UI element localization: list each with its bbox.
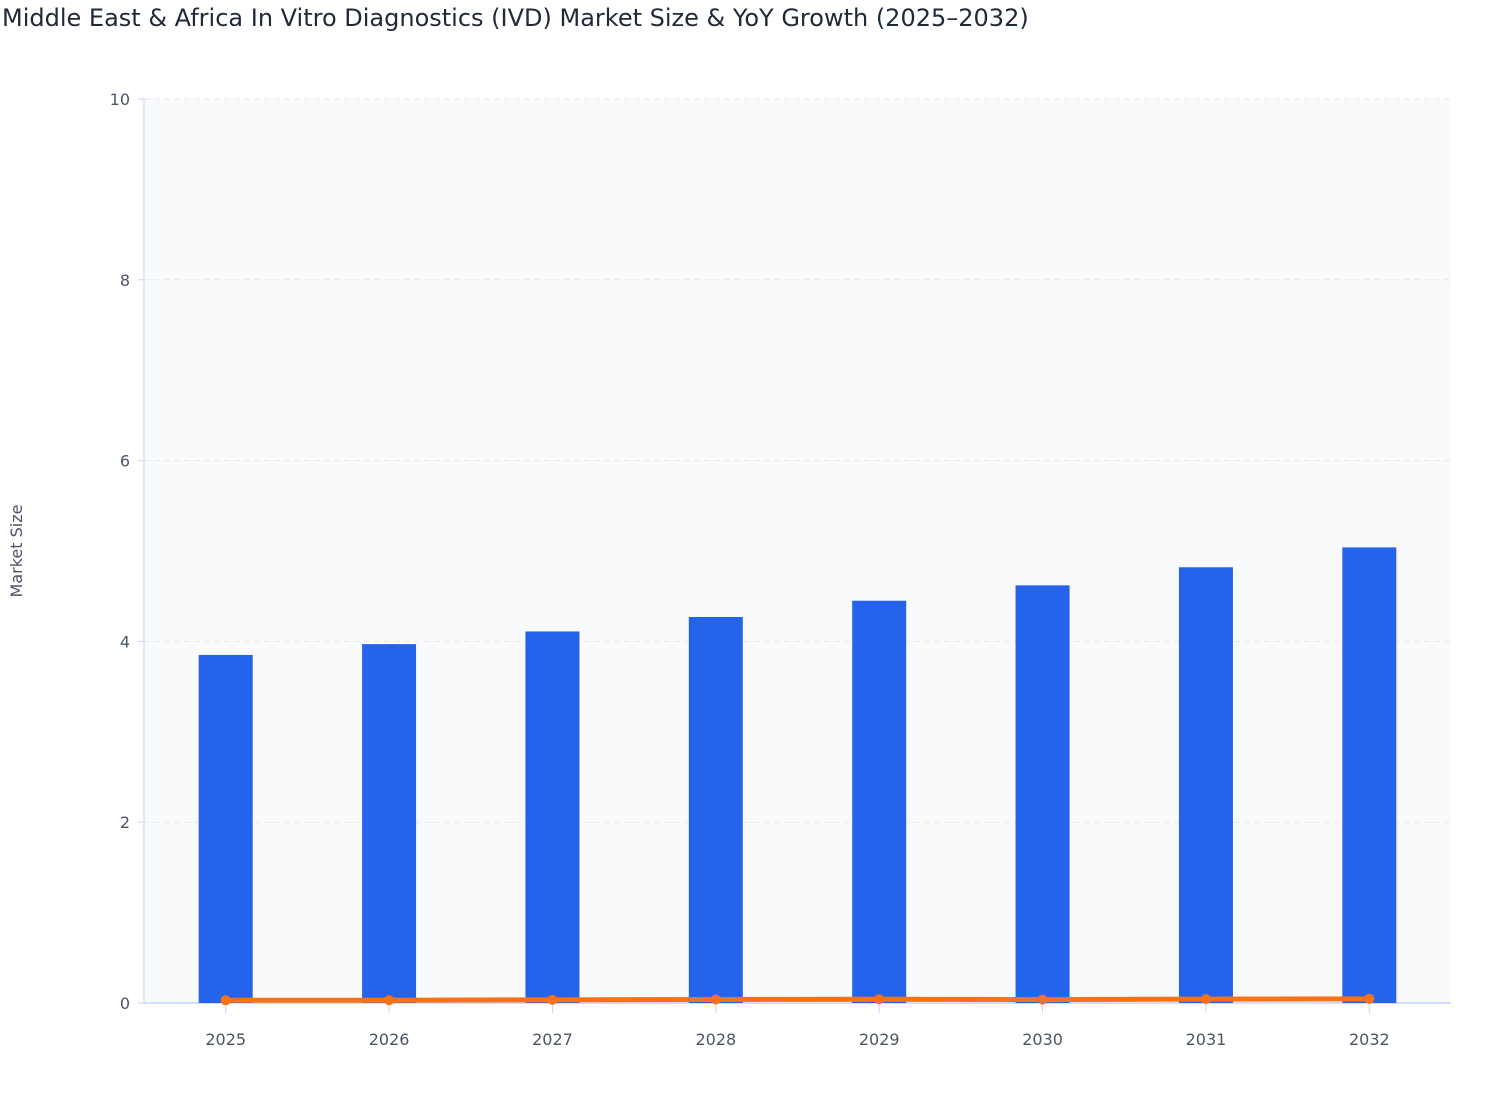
bar <box>1178 567 1233 1003</box>
bar <box>1342 547 1397 1003</box>
bar <box>852 600 907 1003</box>
bar <box>688 616 743 1003</box>
x-tick-label: 2025 <box>205 1030 246 1049</box>
growth-point <box>874 994 885 1005</box>
y-tick-label: 8 <box>120 271 130 290</box>
chart-title: Middle East & Africa In Vitro Diagnostic… <box>2 4 1029 32</box>
growth-point <box>1200 994 1211 1005</box>
bar <box>1015 585 1070 1003</box>
growth-point <box>1037 994 1048 1005</box>
bar <box>525 631 580 1003</box>
x-tick-label: 2031 <box>1186 1030 1227 1049</box>
x-tick-label: 2027 <box>532 1030 573 1049</box>
growth-point <box>384 995 395 1006</box>
y-tick-label: 6 <box>120 452 130 471</box>
growth-line <box>225 996 1370 1003</box>
y-tick-label: 4 <box>120 632 130 651</box>
bar <box>198 654 253 1003</box>
x-tick-label: 2029 <box>859 1030 900 1049</box>
y-tick-label: 2 <box>120 813 130 832</box>
x-tick-label: 2028 <box>695 1030 736 1049</box>
x-tick-label: 2026 <box>369 1030 410 1049</box>
plot-area <box>144 99 1451 1003</box>
x-tick-label: 2032 <box>1349 1030 1390 1049</box>
growth-point <box>547 994 558 1005</box>
x-tick-label: 2030 <box>1022 1030 1063 1049</box>
bar <box>362 644 417 1003</box>
growth-point <box>220 995 231 1006</box>
growth-point <box>710 994 721 1005</box>
y-tick-label: 0 <box>120 994 130 1013</box>
y-axis-title: Market Size <box>7 505 26 598</box>
growth-point <box>1364 993 1375 1004</box>
y-tick-label: 10 <box>110 90 130 109</box>
